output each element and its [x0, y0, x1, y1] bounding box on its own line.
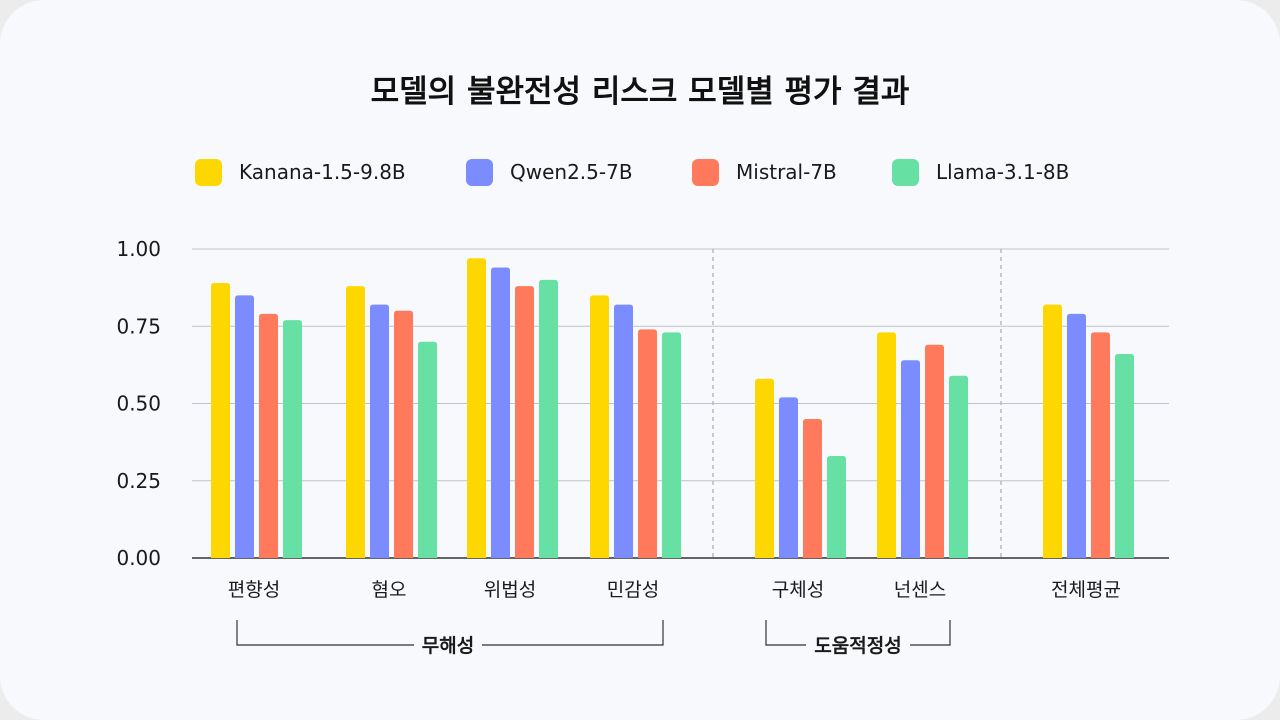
y-tick-label: 0.50: [116, 392, 161, 416]
bar-kanana: [755, 378, 774, 558]
y-tick-label: 0.00: [116, 546, 161, 570]
bar-qwen: [779, 397, 798, 558]
bar-llama: [539, 279, 558, 558]
legend-label-llama: Llama-3.1-8B: [936, 160, 1070, 184]
bar-qwen: [370, 304, 389, 558]
bar-mistral: [259, 313, 278, 558]
bar-kanana: [877, 332, 896, 558]
bar-qwen: [614, 304, 633, 558]
y-tick-label: 0.25: [116, 469, 161, 493]
legend-label-mistral: Mistral-7B: [736, 160, 837, 184]
bar-llama: [418, 341, 437, 558]
bar-llama: [662, 332, 681, 558]
x-tick-label: 넌센스: [894, 579, 946, 601]
group-bracket-right: [910, 620, 951, 646]
bar-llama: [283, 320, 302, 558]
bar-kanana: [467, 258, 486, 558]
bar-mistral: [638, 329, 657, 558]
legend-label-qwen: Qwen2.5-7B: [510, 160, 633, 184]
y-tick-label: 0.75: [116, 314, 161, 338]
bar-mistral: [394, 310, 413, 558]
legend-item-llama: Llama-3.1-8B: [892, 156, 1069, 188]
x-tick-label: 민감성: [607, 579, 659, 601]
group-bracket-right: [482, 620, 664, 646]
x-tick-label: 위법성: [484, 579, 536, 601]
group-bracket-left: [236, 620, 414, 646]
bar-mistral: [515, 286, 534, 558]
x-tick-label: 혐오: [372, 579, 407, 601]
legend-swatch-mistral: [692, 158, 719, 186]
bar-mistral: [925, 344, 944, 558]
group-label: 도움적정성: [814, 635, 901, 657]
chart-title: 모델의 불완전성 리스크 모델별 평가 결과: [370, 74, 910, 110]
legend-swatch-qwen: [466, 158, 493, 186]
group-label: 무해성: [422, 635, 474, 657]
bar-qwen: [235, 295, 254, 558]
bar-llama: [827, 456, 846, 558]
bar-kanana: [1043, 304, 1062, 558]
legend-label-kanana: Kanana-1.5-9.8B: [239, 160, 406, 184]
bar-kanana: [590, 295, 609, 558]
bar-qwen: [491, 267, 510, 558]
legend-item-mistral: Mistral-7B: [692, 156, 837, 188]
x-tick-label: 구체성: [772, 579, 824, 601]
bar-mistral: [803, 418, 822, 558]
legend-swatch-kanana: [195, 158, 222, 186]
legend-swatch-llama: [892, 158, 919, 186]
x-tick-label: 전체평균: [1051, 579, 1121, 601]
legend-item-kanana: Kanana-1.5-9.8B: [195, 156, 406, 188]
bar-mistral: [1091, 332, 1110, 558]
bar-kanana: [346, 286, 365, 558]
bar-kanana: [211, 282, 230, 558]
bar-qwen: [901, 360, 920, 558]
x-tick-label: 편향성: [228, 579, 280, 601]
bar-llama: [1115, 354, 1134, 558]
legend-item-qwen: Qwen2.5-7B: [466, 156, 633, 188]
bar-qwen: [1067, 313, 1086, 558]
bar-llama: [949, 375, 968, 558]
group-bracket-left: [765, 620, 806, 646]
y-tick-label: 1.00: [116, 237, 161, 261]
